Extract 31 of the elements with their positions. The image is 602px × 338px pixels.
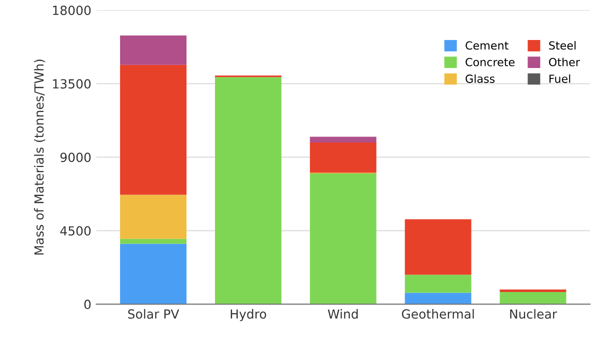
y-tick-label: 9000 (60, 152, 91, 162)
bar (120, 238, 187, 244)
legend-label: Concrete (466, 58, 514, 66)
legend-label: Fuel (550, 74, 570, 83)
legend-label: Glass (466, 74, 495, 83)
y-axis-title: Mass of Materials (tonnes/TWh) (34, 60, 46, 255)
y-tick-label: 4500 (60, 226, 91, 236)
bar (214, 77, 282, 304)
bar (500, 292, 566, 304)
bar (120, 35, 187, 65)
y-tick-label: 0 (84, 300, 91, 310)
x-tick-label: Hydro (230, 309, 266, 322)
y-tick-label: 13500 (53, 79, 91, 89)
x-tick-label: Nuclear (510, 309, 558, 319)
bar (404, 219, 472, 275)
bar (120, 244, 187, 304)
x-tick-label: Solar PV (128, 309, 180, 319)
x-tick-label: Wind (328, 309, 358, 319)
legend-label: Cement (466, 41, 508, 50)
bar (404, 292, 472, 304)
bar (310, 136, 376, 142)
bar (120, 64, 187, 195)
x-tick-label: Geothermal (402, 309, 474, 319)
bar (500, 289, 566, 292)
bar (310, 142, 376, 173)
bar (310, 174, 376, 304)
bar (404, 274, 472, 293)
legend-label: Steel (549, 41, 576, 50)
y-tick-label: 18000 (53, 6, 91, 16)
legend-label: Other (549, 58, 580, 66)
bar (120, 194, 187, 239)
